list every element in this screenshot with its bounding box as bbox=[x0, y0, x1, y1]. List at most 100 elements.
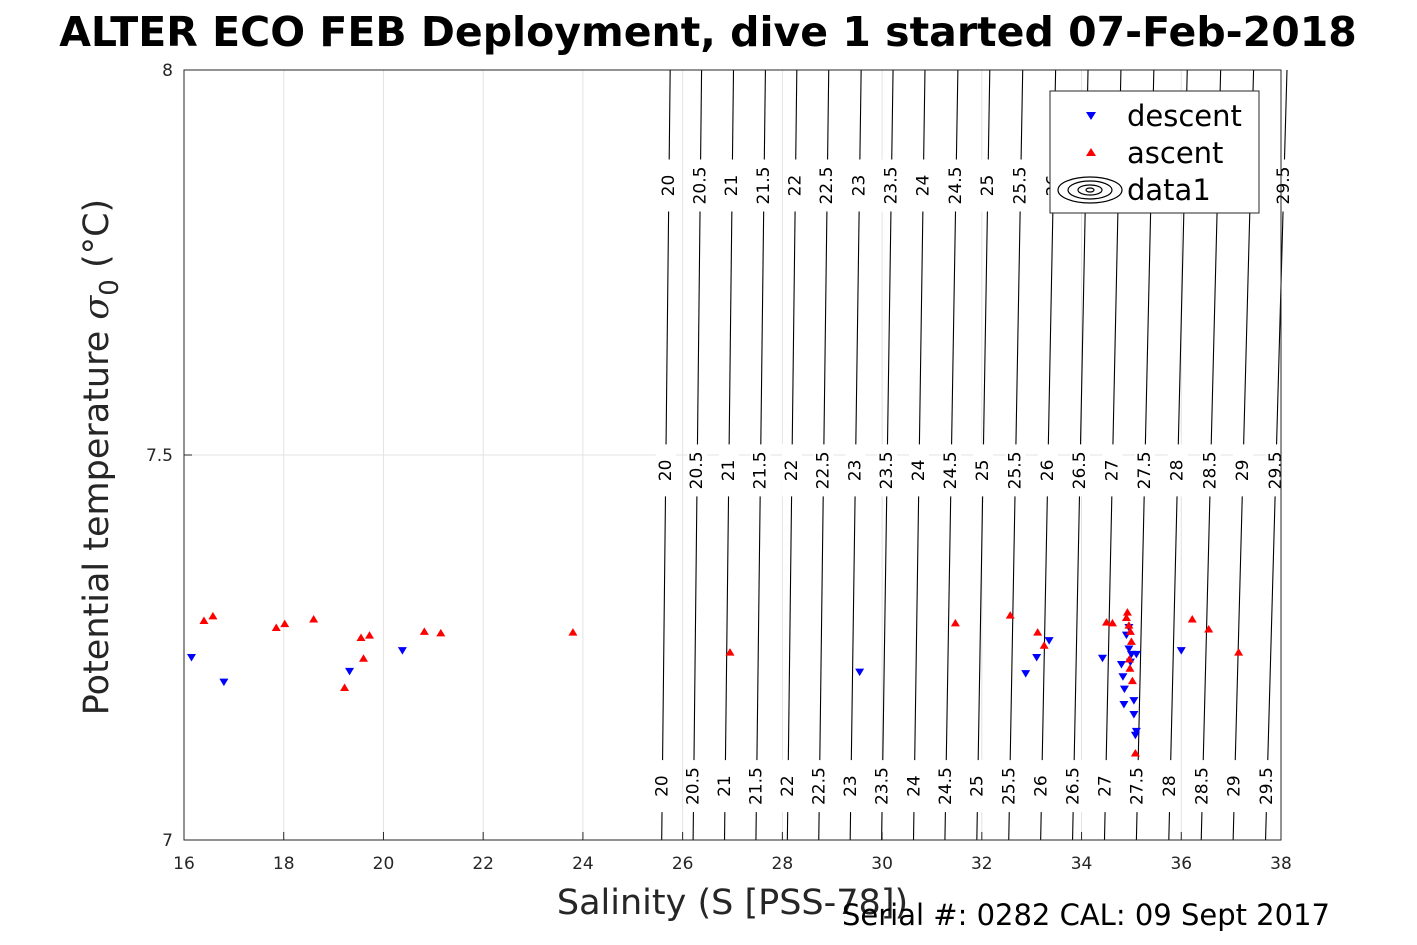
x-tick-label: 20 bbox=[373, 854, 395, 874]
ascent-point bbox=[419, 627, 429, 635]
contour-label-gap bbox=[753, 159, 774, 212]
contour-label-gap bbox=[877, 444, 898, 497]
contour-label: 28.5 bbox=[1201, 451, 1221, 489]
contour-label: 20.5 bbox=[687, 451, 707, 489]
contour-label-gap bbox=[872, 760, 893, 813]
contour-label: 20.5 bbox=[684, 767, 704, 805]
legend: descent ascent data1 bbox=[1049, 90, 1260, 214]
descent-point bbox=[1131, 650, 1141, 659]
x-tick-label: 26 bbox=[672, 854, 694, 874]
contour-label-gap bbox=[718, 444, 739, 497]
contour-label-gap bbox=[785, 159, 806, 212]
contour-label: 20 bbox=[659, 175, 679, 197]
y-axis-label-sigma: σ bbox=[77, 295, 117, 320]
ascent-point bbox=[1124, 621, 1134, 629]
contour-label-gap bbox=[967, 760, 988, 813]
contour-label: 21.5 bbox=[750, 451, 770, 489]
axis-ticks: 16 18 20 22 24 26 28 30 32 34 36 38 7 7.5 8 bbox=[146, 61, 1292, 874]
contour-label-gap bbox=[1037, 444, 1058, 497]
contour-label: 29 bbox=[1225, 775, 1245, 797]
contour-label: 24 bbox=[904, 775, 924, 797]
contour-label: 25 bbox=[973, 460, 993, 482]
contour-label-gap bbox=[746, 760, 767, 813]
contour-label: 21 bbox=[719, 460, 739, 482]
ascent-point bbox=[1122, 608, 1132, 616]
descent-point bbox=[1124, 645, 1134, 654]
descent-point bbox=[1129, 697, 1139, 705]
contour-label: 29.5 bbox=[1257, 767, 1277, 805]
contour-label: 22 bbox=[785, 175, 805, 197]
contour-label-gap bbox=[849, 159, 870, 212]
contour-label-gap bbox=[1095, 760, 1116, 813]
contour-label-gap bbox=[658, 159, 679, 212]
ascent-point bbox=[1234, 648, 1244, 656]
descent-point bbox=[1118, 673, 1128, 681]
contour-label: 25.5 bbox=[1005, 451, 1025, 489]
contour-label: 23.5 bbox=[881, 167, 901, 205]
contour-label: 21.5 bbox=[754, 167, 774, 205]
contour-label-gap bbox=[973, 444, 994, 497]
ascent-point bbox=[1127, 676, 1137, 685]
contour-label-gap bbox=[1102, 444, 1123, 497]
contour-label-gap bbox=[781, 444, 802, 497]
ascent-point bbox=[208, 611, 218, 620]
ascent-point bbox=[356, 633, 366, 641]
ascent-point bbox=[950, 618, 960, 627]
contour-label-gap bbox=[913, 159, 934, 212]
contour-label: 25 bbox=[968, 775, 988, 797]
contour-label-gap bbox=[813, 444, 834, 497]
contour-label-gap bbox=[1200, 444, 1221, 497]
contour-label-gap bbox=[1069, 444, 1090, 497]
contour-label-gap bbox=[687, 444, 708, 497]
contour-label: 22 bbox=[782, 460, 802, 482]
x-tick-label: 24 bbox=[572, 854, 594, 874]
ascent-point bbox=[1125, 627, 1135, 635]
x-tick-label: 30 bbox=[871, 854, 893, 874]
contour-label: 29.5 bbox=[1266, 451, 1286, 489]
y-axis-label: Potential temperature σ0 (°C) bbox=[77, 199, 125, 715]
contour-label: 23 bbox=[841, 775, 861, 797]
legend-entry-descent: descent bbox=[1127, 99, 1242, 133]
descent-point bbox=[1129, 710, 1139, 719]
contour-label: 26 bbox=[1032, 775, 1052, 797]
contour-label: 29.5 bbox=[1274, 167, 1294, 205]
contour-label: 22.5 bbox=[817, 167, 837, 205]
x-tick-label: 38 bbox=[1270, 854, 1292, 874]
x-tick-label: 18 bbox=[273, 854, 295, 874]
y-tick-label: 7 bbox=[162, 831, 173, 851]
contour-label-gap bbox=[652, 760, 673, 813]
descent-point bbox=[1021, 670, 1031, 678]
contour-label: 26 bbox=[1038, 460, 1058, 482]
contour-label: 27.5 bbox=[1128, 767, 1148, 805]
ascent-point bbox=[364, 631, 374, 639]
y-axis-label-units: (°C) bbox=[77, 199, 117, 279]
contour-label: 24.5 bbox=[941, 451, 961, 489]
contour-label: 25.5 bbox=[1011, 167, 1031, 205]
contour-label-gap bbox=[881, 159, 902, 212]
ascent-point bbox=[1187, 615, 1197, 623]
ascent-point bbox=[1033, 628, 1043, 636]
x-tick-label: 28 bbox=[772, 854, 794, 874]
contour-label-gap bbox=[722, 159, 743, 212]
contour-label-gap bbox=[817, 159, 838, 212]
data-points bbox=[186, 608, 1244, 757]
contour-label-gap bbox=[935, 760, 956, 813]
contour-label-gap bbox=[1031, 760, 1052, 813]
descent-point bbox=[345, 667, 355, 676]
contour-label-gap bbox=[840, 760, 861, 813]
contour-label-gap bbox=[750, 444, 771, 497]
contour-label-gap bbox=[1167, 444, 1188, 497]
x-tick-label: 16 bbox=[173, 854, 195, 874]
contour-label-gap bbox=[909, 444, 930, 497]
ascent-point bbox=[1005, 611, 1015, 619]
ascent-point bbox=[1101, 618, 1111, 626]
legend-contour-icon bbox=[1057, 176, 1123, 204]
chart-title: ALTER ECO FEB Deployment, dive 1 started… bbox=[59, 8, 1357, 56]
contour-label-gap bbox=[683, 760, 704, 813]
ascent-point bbox=[1204, 625, 1214, 633]
x-tick-label: 22 bbox=[472, 854, 494, 874]
serial-cal-footer: Serial #: 0282 CAL: 09 Sept 2017 bbox=[842, 898, 1330, 932]
contour-label-gap bbox=[690, 159, 711, 212]
contour-label: 28 bbox=[1168, 460, 1188, 482]
x-tick-label: 32 bbox=[971, 854, 993, 874]
